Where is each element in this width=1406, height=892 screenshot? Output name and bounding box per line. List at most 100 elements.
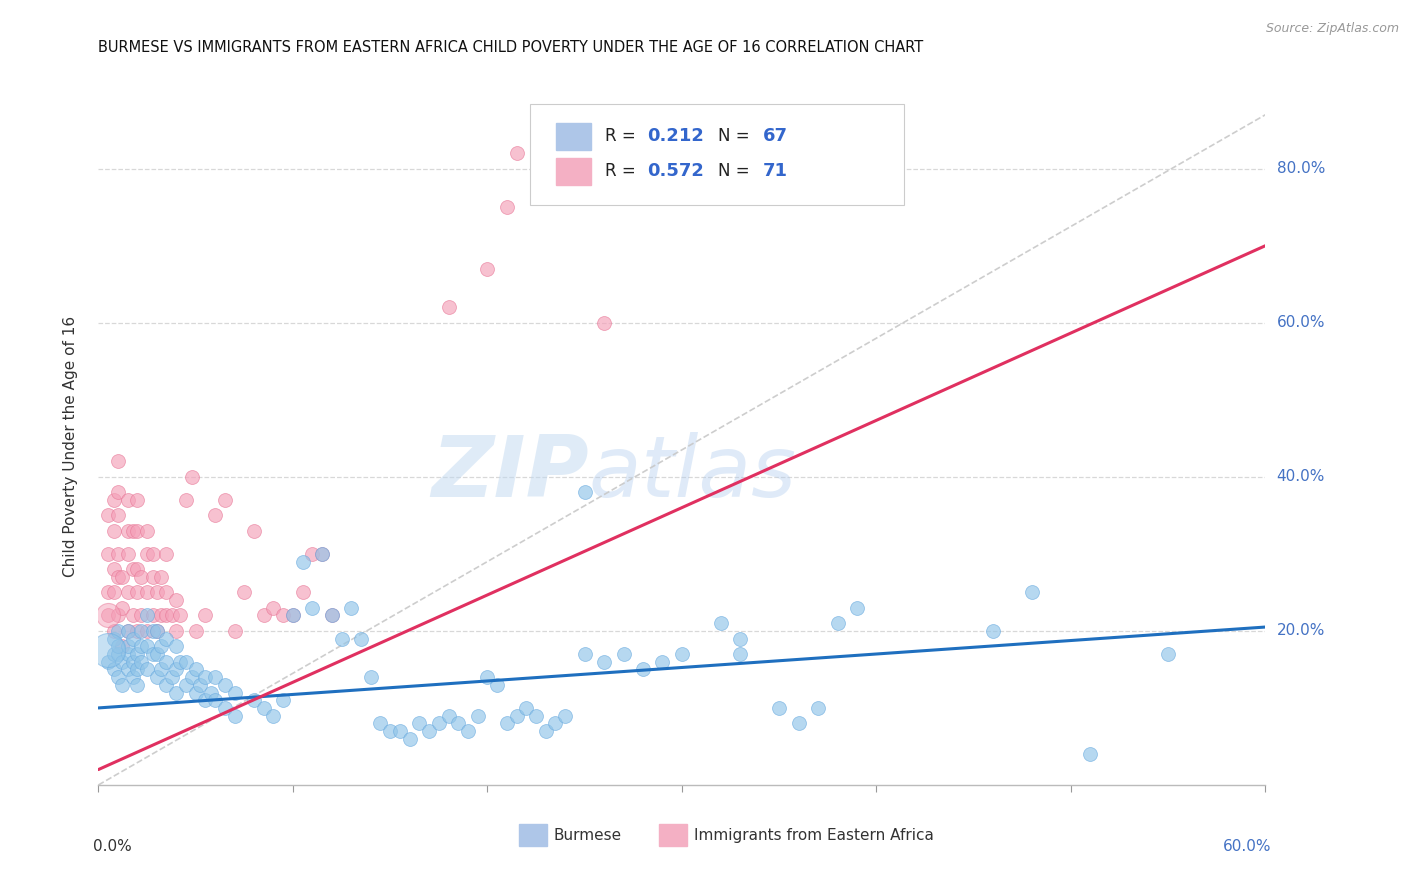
- Point: [253, 701, 276, 715]
- Point: [467, 708, 489, 723]
- Point: [981, 624, 1004, 638]
- Point: [142, 547, 165, 561]
- Point: [111, 678, 134, 692]
- Text: BURMESE VS IMMIGRANTS FROM EASTERN AFRICA CHILD POVERTY UNDER THE AGE OF 16 CORR: BURMESE VS IMMIGRANTS FROM EASTERN AFRIC…: [98, 40, 924, 55]
- Point: [554, 708, 576, 723]
- Point: [111, 600, 134, 615]
- Point: [524, 708, 547, 723]
- Point: [174, 492, 197, 507]
- Point: [127, 492, 149, 507]
- Point: [271, 693, 294, 707]
- Point: [117, 524, 139, 538]
- Point: [127, 524, 149, 538]
- Point: [184, 624, 207, 638]
- Point: [136, 524, 159, 538]
- Point: [651, 655, 673, 669]
- Point: [281, 608, 304, 623]
- Text: N =: N =: [718, 162, 755, 180]
- Point: [117, 492, 139, 507]
- Point: [169, 655, 191, 669]
- Text: Source: ZipAtlas.com: Source: ZipAtlas.com: [1265, 22, 1399, 36]
- Point: [103, 632, 125, 646]
- Point: [107, 640, 129, 654]
- Point: [534, 724, 557, 739]
- Point: [188, 678, 211, 692]
- Point: [122, 670, 145, 684]
- Point: [710, 616, 733, 631]
- Point: [111, 570, 134, 584]
- Point: [262, 600, 284, 615]
- Point: [117, 662, 139, 676]
- Point: [107, 547, 129, 561]
- Point: [477, 670, 499, 684]
- Point: [97, 643, 120, 657]
- FancyBboxPatch shape: [658, 824, 686, 846]
- Point: [243, 524, 266, 538]
- Point: [418, 724, 440, 739]
- Point: [184, 685, 207, 699]
- Point: [291, 585, 314, 599]
- Point: [807, 701, 830, 715]
- Point: [214, 678, 236, 692]
- Point: [162, 608, 184, 623]
- Point: [846, 600, 869, 615]
- Point: [574, 485, 596, 500]
- Point: [437, 708, 460, 723]
- Point: [127, 662, 149, 676]
- Point: [97, 547, 120, 561]
- Point: [262, 708, 284, 723]
- Text: 67: 67: [762, 128, 787, 145]
- Text: 60.0%: 60.0%: [1223, 839, 1271, 855]
- Point: [271, 608, 294, 623]
- Point: [768, 701, 790, 715]
- Point: [184, 662, 207, 676]
- Text: 71: 71: [762, 162, 787, 180]
- Point: [155, 585, 177, 599]
- Point: [111, 640, 134, 654]
- Point: [496, 716, 519, 731]
- Point: [146, 647, 169, 661]
- Point: [194, 608, 217, 623]
- Text: 40.0%: 40.0%: [1277, 469, 1324, 484]
- FancyBboxPatch shape: [555, 158, 591, 185]
- Text: atlas: atlas: [589, 432, 797, 515]
- Point: [311, 547, 333, 561]
- Point: [97, 608, 120, 623]
- Point: [631, 662, 654, 676]
- Point: [165, 593, 187, 607]
- Point: [117, 547, 139, 561]
- Point: [129, 624, 152, 638]
- Point: [127, 678, 149, 692]
- Point: [574, 647, 596, 661]
- Point: [447, 716, 470, 731]
- Point: [787, 716, 810, 731]
- Point: [321, 608, 343, 623]
- Point: [224, 685, 246, 699]
- Point: [127, 624, 149, 638]
- Point: [380, 724, 402, 739]
- Point: [281, 608, 304, 623]
- Point: [330, 632, 353, 646]
- Point: [136, 624, 159, 638]
- Point: [136, 608, 159, 623]
- Point: [103, 562, 125, 576]
- Point: [129, 655, 152, 669]
- Point: [107, 454, 129, 468]
- Point: [103, 662, 125, 676]
- Text: N =: N =: [718, 128, 755, 145]
- Point: [142, 570, 165, 584]
- Point: [505, 708, 527, 723]
- Point: [103, 492, 125, 507]
- Point: [214, 701, 236, 715]
- Point: [427, 716, 450, 731]
- FancyBboxPatch shape: [555, 122, 591, 150]
- Point: [122, 608, 145, 623]
- Point: [149, 608, 172, 623]
- Point: [340, 600, 363, 615]
- Point: [155, 678, 177, 692]
- Text: 20.0%: 20.0%: [1277, 624, 1324, 639]
- Point: [117, 624, 139, 638]
- Point: [103, 585, 125, 599]
- Point: [398, 731, 420, 746]
- Text: 0.0%: 0.0%: [93, 839, 131, 855]
